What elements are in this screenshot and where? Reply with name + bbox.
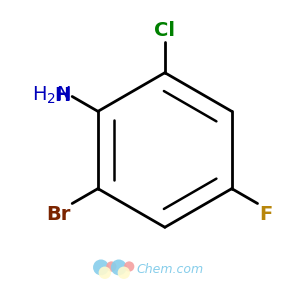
Point xyxy=(116,265,121,270)
Text: Chem.com: Chem.com xyxy=(136,263,204,276)
Point xyxy=(122,270,126,275)
Text: $\mathrm{H_2N}$: $\mathrm{H_2N}$ xyxy=(32,84,71,106)
Text: Br: Br xyxy=(46,205,71,224)
Point xyxy=(127,264,132,269)
Text: F: F xyxy=(259,205,272,224)
Point xyxy=(99,265,103,270)
Text: Cl: Cl xyxy=(154,21,176,40)
Text: H: H xyxy=(55,85,71,104)
Point xyxy=(109,264,114,269)
Point xyxy=(102,270,107,275)
